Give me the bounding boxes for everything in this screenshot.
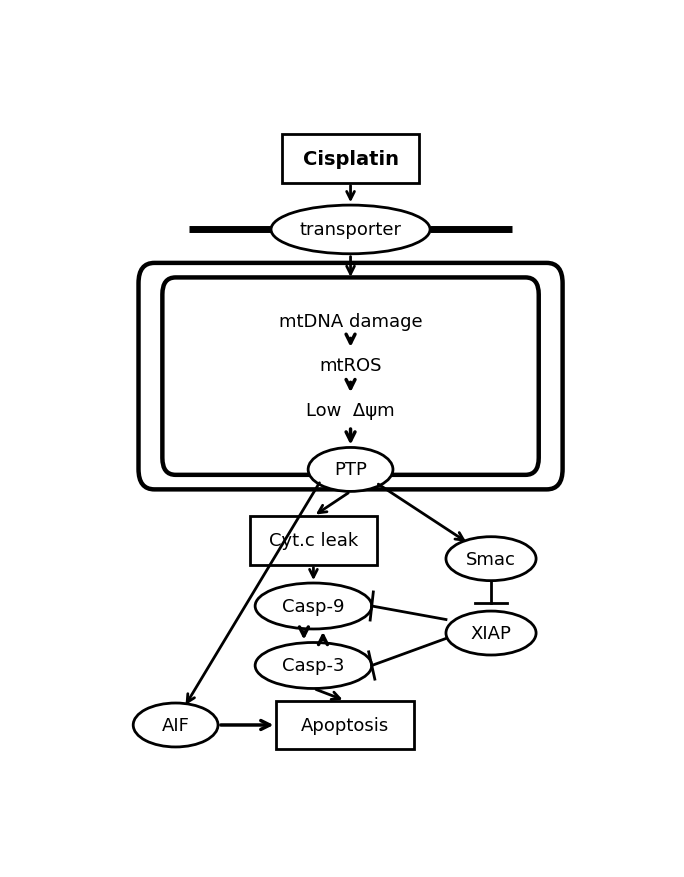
Ellipse shape (133, 703, 218, 747)
FancyBboxPatch shape (250, 517, 377, 565)
Ellipse shape (446, 537, 536, 581)
Text: Cisplatin: Cisplatin (302, 150, 399, 168)
Ellipse shape (308, 448, 393, 492)
FancyBboxPatch shape (276, 701, 415, 750)
Ellipse shape (271, 206, 430, 254)
Text: Smac: Smac (466, 550, 516, 568)
Text: XIAP: XIAP (471, 624, 512, 642)
FancyBboxPatch shape (282, 135, 419, 183)
Text: Low  Δψm: Low Δψm (306, 402, 395, 419)
FancyBboxPatch shape (138, 264, 562, 490)
Ellipse shape (255, 643, 371, 688)
Text: transporter: transporter (300, 221, 402, 239)
FancyBboxPatch shape (162, 278, 539, 475)
Text: Apoptosis: Apoptosis (301, 717, 389, 734)
Text: Casp-3: Casp-3 (282, 657, 345, 674)
Ellipse shape (255, 583, 371, 630)
Ellipse shape (446, 611, 536, 655)
Text: mtDNA damage: mtDNA damage (279, 312, 422, 331)
Text: Casp-9: Casp-9 (282, 597, 345, 616)
Text: mtROS: mtROS (319, 356, 382, 374)
Text: Cyt.c leak: Cyt.c leak (269, 531, 358, 550)
Text: AIF: AIF (161, 717, 189, 734)
Text: PTP: PTP (334, 461, 367, 479)
